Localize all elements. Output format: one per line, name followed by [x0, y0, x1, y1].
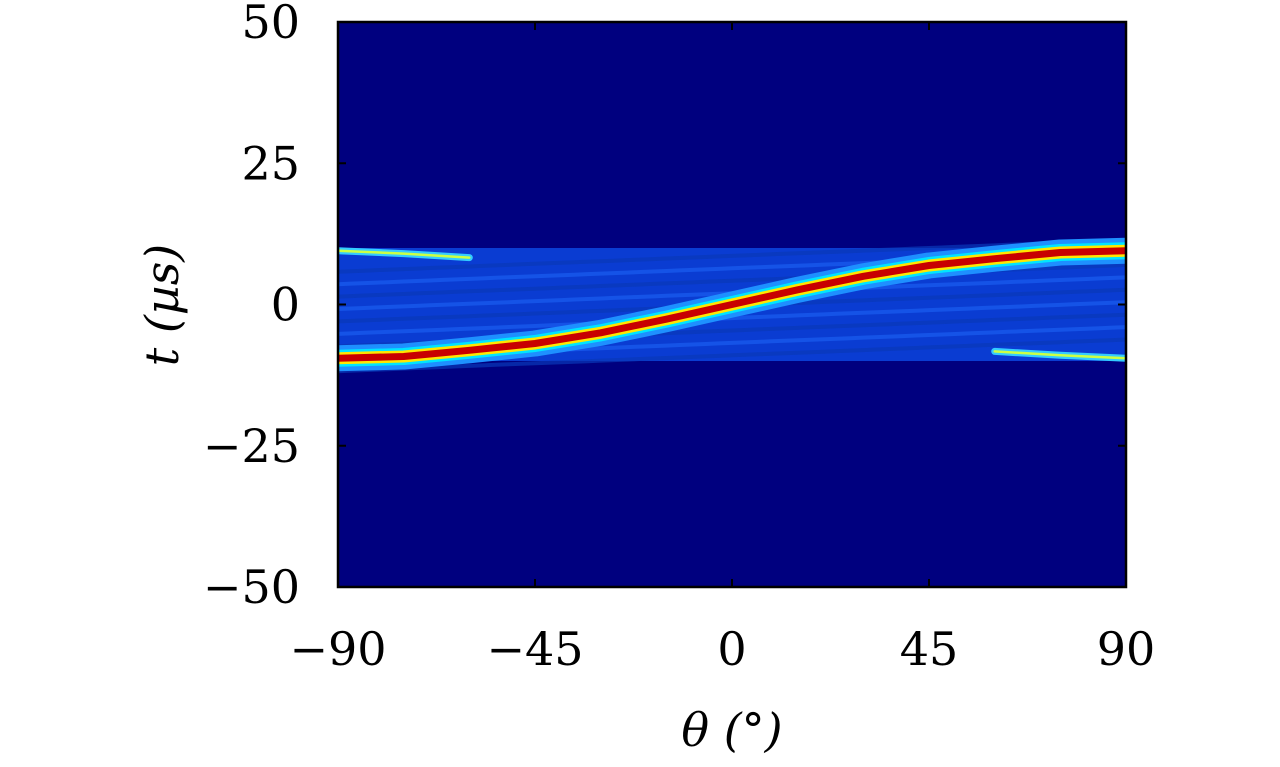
x-tick-label: −45: [486, 622, 583, 676]
y-tick-label: 50: [241, 0, 300, 49]
x-tick-label: −90: [289, 622, 386, 676]
curve-layer: [338, 237, 1126, 372]
peak-curve: [338, 247, 1126, 362]
x-tick-label: 45: [900, 622, 959, 676]
y-tick-label: −25: [203, 419, 300, 473]
secondary-curve: [338, 249, 471, 259]
y-tick-label: 0: [271, 278, 300, 332]
y-tick-label: 25: [241, 136, 300, 190]
x-tick-label: 0: [717, 622, 746, 676]
x-axis-label: θ (°): [681, 703, 782, 757]
band-ripple: [338, 238, 1126, 274]
x-ticks: −90 −45 0 45 90: [289, 22, 1155, 676]
y-axis-label: t (µs): [135, 244, 189, 367]
y-ticks: 50 25 0 −25 −50: [203, 0, 1126, 614]
band-ripple: [338, 300, 1126, 336]
y-tick-label: −50: [203, 560, 300, 614]
x-tick-label: 90: [1097, 622, 1156, 676]
secondary-curve: [993, 350, 1126, 360]
band-ripple: [338, 337, 1126, 374]
